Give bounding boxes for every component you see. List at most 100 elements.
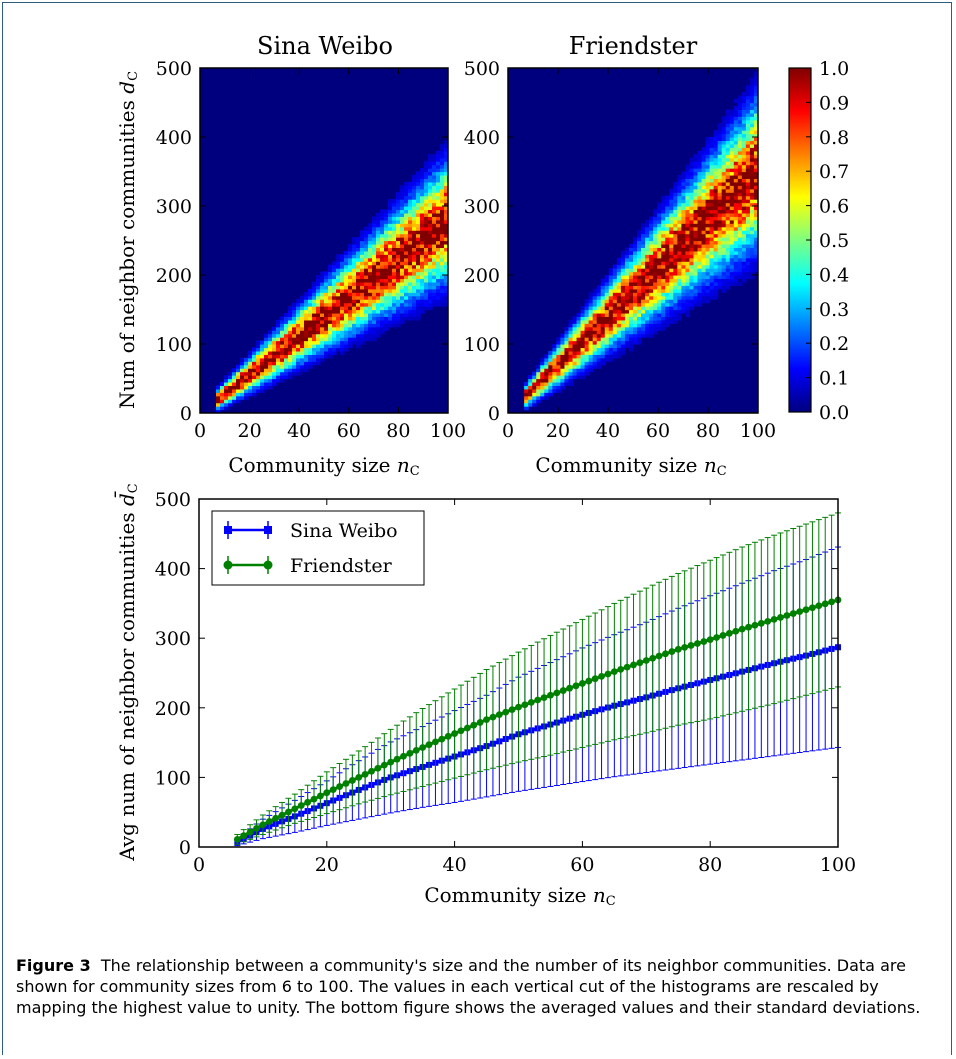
heatmap-cell <box>432 261 437 266</box>
heatmap-cell <box>332 347 337 352</box>
heatmap-cell <box>685 268 691 273</box>
heatmap-cell <box>705 161 711 166</box>
heatmap-cell <box>376 278 381 283</box>
heatmap-cell <box>256 347 261 352</box>
heatmap-cell <box>717 240 723 245</box>
heatmap-cell <box>260 344 265 349</box>
heatmap-cell <box>677 309 682 314</box>
heatmap-cell <box>737 105 743 110</box>
heatmap-cell <box>232 395 237 400</box>
y-tick-label: 500 <box>464 58 500 80</box>
heatmap-cell <box>604 278 610 283</box>
heatmap-cell <box>404 306 409 311</box>
heatmap-cell <box>404 292 409 297</box>
heatmap-cell <box>408 185 413 190</box>
heatmap-cell <box>753 188 758 193</box>
heatmap-cell <box>288 364 293 369</box>
heatmap-cell <box>753 181 758 186</box>
heatmap-cell <box>725 174 731 179</box>
heatmap-cell <box>276 354 281 359</box>
heatmap-cell <box>721 271 727 276</box>
heatmap-cell <box>296 350 301 355</box>
heatmap-cell <box>713 150 719 155</box>
heatmap-cell <box>596 316 602 321</box>
heatmap-cell <box>725 178 731 183</box>
heatmap-cell <box>717 275 723 280</box>
heatmap-cell <box>737 126 743 131</box>
heatmap-cell <box>376 309 381 314</box>
heatmap-cell <box>424 206 429 211</box>
heatmap-cell <box>264 378 269 383</box>
heatmap-cell <box>324 326 329 331</box>
heatmap-cell <box>388 233 393 238</box>
heatmap-cell <box>308 337 313 342</box>
heatmap-cell <box>356 281 361 286</box>
heatmap-cell <box>725 254 731 259</box>
heatmap-cell <box>376 261 381 266</box>
heatmap-cell <box>749 154 755 159</box>
heatmap-cell <box>428 223 433 228</box>
heatmap-cell <box>400 309 405 314</box>
heatmap-cell <box>440 161 445 166</box>
heatmap-cell <box>693 271 699 276</box>
heatmap-cell <box>344 326 349 331</box>
heatmap-cell <box>681 309 687 314</box>
heatmap-cell <box>432 268 437 273</box>
heatmap-cell <box>633 261 638 266</box>
heatmap-cell <box>633 295 638 300</box>
heatmap-cell <box>248 368 253 373</box>
heatmap-cell <box>380 288 385 293</box>
heatmap-cell <box>661 261 666 266</box>
heatmap-cell <box>412 299 417 304</box>
heatmap-cell <box>717 192 723 197</box>
heatmap-cell <box>348 340 353 345</box>
heatmap-cell <box>717 243 723 248</box>
heatmap-cell <box>372 261 377 266</box>
heatmap-cell <box>328 337 333 342</box>
heatmap-cell <box>669 206 674 211</box>
heatmap-cell <box>384 250 389 255</box>
heatmap-cell <box>404 223 409 228</box>
heatmap-cell <box>384 316 389 321</box>
heatmap-cell <box>677 278 682 283</box>
heatmap-cell <box>356 302 361 307</box>
heatmap-cell <box>653 271 658 276</box>
heatmap-cell <box>681 178 687 183</box>
heatmap-cell <box>693 243 699 248</box>
heatmap-cell <box>252 371 257 376</box>
heatmap-cell <box>725 150 731 155</box>
heatmap-cell <box>681 299 687 304</box>
heatmap-cell <box>336 319 341 324</box>
heatmap-cell <box>749 271 755 276</box>
heatmap-cell <box>733 188 739 193</box>
heatmap-cell <box>368 264 373 269</box>
data-point-circle <box>783 612 791 619</box>
heatmap-cell <box>244 364 249 369</box>
heatmap-cell <box>729 271 735 276</box>
heatmap-cell <box>745 92 751 97</box>
heatmap-cell <box>356 333 361 338</box>
x-tick-label: 100 <box>740 420 776 442</box>
heatmap-cell <box>280 371 285 376</box>
heatmap-cell <box>436 233 441 238</box>
heatmap-cell <box>697 243 703 248</box>
heatmap-cell <box>673 185 678 190</box>
heatmap-cell <box>709 223 715 228</box>
heatmap-cell <box>677 185 682 190</box>
heatmap-cell <box>248 357 253 362</box>
heatmap-cell <box>364 257 369 262</box>
heatmap-cell <box>324 323 329 328</box>
heatmap-cell <box>396 292 401 297</box>
y-tick-label: 500 <box>156 58 192 80</box>
heatmap-cell <box>232 378 237 383</box>
heatmap-cell <box>596 344 602 349</box>
heatmap-cell <box>532 385 537 390</box>
heatmap-cell <box>324 295 329 300</box>
heatmap-cell <box>588 306 594 311</box>
heatmap-cell <box>364 268 369 273</box>
heatmap-cell <box>352 250 357 255</box>
heatmap-cell <box>665 212 670 217</box>
heatmap-cell <box>328 326 333 331</box>
heatmap-cell <box>396 257 401 262</box>
heatmap-cell <box>576 344 582 349</box>
